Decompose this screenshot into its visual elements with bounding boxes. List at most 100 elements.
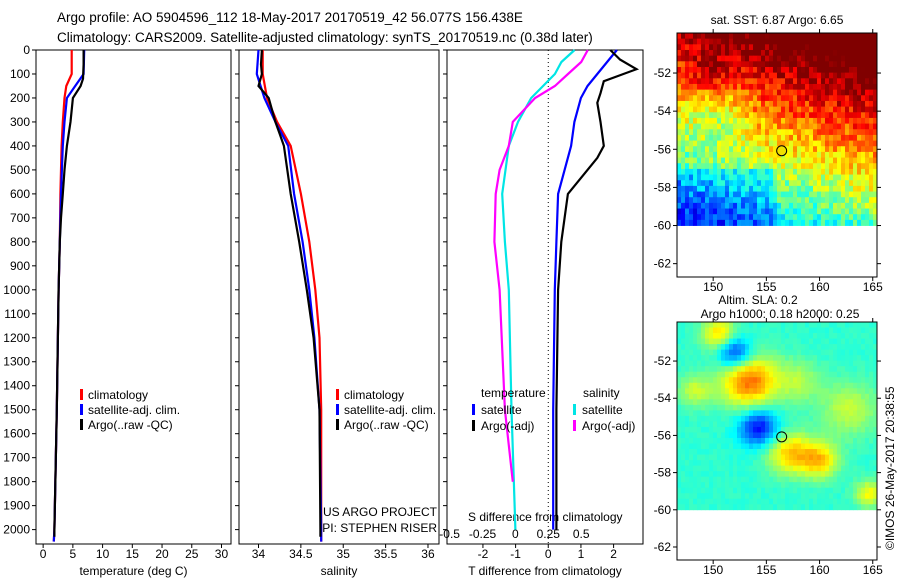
- map-cell: [829, 208, 834, 215]
- map-cell: [693, 72, 698, 79]
- map-cell: [749, 388, 754, 395]
- map-cell: [785, 415, 790, 422]
- map-cell: [721, 487, 726, 494]
- map-cell: [841, 123, 846, 130]
- map-cell: [741, 426, 746, 433]
- map-cell: [777, 421, 782, 428]
- s-tick-label: 0: [512, 527, 519, 541]
- map-cell: [821, 493, 826, 500]
- map-cell: [705, 83, 710, 91]
- map-cell: [705, 208, 710, 215]
- x-tick-label: 35.5: [374, 547, 398, 561]
- map-cell: [813, 100, 818, 108]
- map-cell: [713, 208, 718, 215]
- map-cell: [829, 106, 834, 113]
- map-cell: [861, 393, 866, 400]
- map-cell: [701, 123, 706, 130]
- map-cell: [749, 140, 754, 147]
- map-cell: [853, 449, 858, 455]
- map-cell: [701, 404, 706, 411]
- map-cell: [713, 83, 718, 91]
- map-cell: [713, 89, 718, 96]
- map-cell: [697, 338, 702, 345]
- map-cell: [833, 327, 838, 334]
- map-cell: [705, 366, 710, 373]
- map-cell: [793, 78, 798, 85]
- map-cell: [837, 208, 842, 215]
- map-cell: [781, 443, 786, 450]
- map-cell: [781, 432, 786, 439]
- map-cell: [869, 219, 874, 226]
- map-cell: [681, 482, 686, 489]
- map-cell: [849, 426, 854, 433]
- map-cell: [817, 185, 822, 192]
- map-cell: [709, 437, 714, 444]
- map-cell: [825, 410, 830, 417]
- map-cell: [845, 140, 850, 147]
- map-cell: [741, 382, 746, 389]
- map-cell: [777, 117, 782, 124]
- map-cell: [797, 197, 802, 204]
- map-cell: [689, 360, 694, 367]
- map-cell: [705, 219, 710, 226]
- map-cell: [753, 61, 758, 68]
- map-cell: [717, 382, 722, 389]
- map-cell: [701, 449, 706, 455]
- map-cell: [801, 393, 806, 400]
- map-cell: [777, 106, 782, 113]
- map-cell: [765, 449, 770, 455]
- legend-label: satellite-adj. clim.: [88, 403, 180, 417]
- map-cell: [829, 219, 834, 226]
- map-cell: [789, 168, 794, 175]
- map-cell: [721, 134, 726, 141]
- y-tick-label: 1300: [3, 355, 30, 369]
- map-cell: [697, 66, 702, 74]
- map-cell: [813, 487, 818, 494]
- map-cell: [745, 437, 750, 444]
- map-cell: [709, 163, 714, 170]
- map-cell: [689, 191, 694, 198]
- map-cell: [833, 382, 838, 389]
- map-cell: [729, 146, 734, 153]
- map-cell: [801, 123, 806, 130]
- map-cell: [789, 61, 794, 68]
- map-cell: [793, 399, 798, 406]
- map-cell: [725, 410, 730, 417]
- map-cell: [825, 100, 830, 108]
- map-cell: [865, 146, 870, 153]
- map-cell: [853, 377, 858, 384]
- map-cell: [685, 202, 690, 209]
- argo-position-marker: [776, 145, 788, 157]
- map-cell: [697, 61, 702, 68]
- map-cell: [781, 322, 786, 328]
- map-cell: [853, 476, 858, 483]
- map-cell: [689, 465, 694, 472]
- map-cell: [677, 415, 682, 422]
- map-cell: [853, 214, 858, 221]
- map-cell: [825, 355, 830, 362]
- x-axis-label: T difference from climatology: [468, 564, 622, 578]
- map-cell: [809, 146, 814, 153]
- map-cell: [741, 388, 746, 395]
- series-s-argo-adj-: [493, 49, 589, 482]
- map-cell: [853, 493, 858, 500]
- map-cell: [777, 487, 782, 494]
- map-cell: [685, 377, 690, 384]
- map-cell: [773, 355, 778, 362]
- map-cell: [769, 366, 774, 373]
- map-cell: [781, 117, 786, 124]
- map-cell: [717, 89, 722, 96]
- map-cell: [741, 157, 746, 164]
- map-cell: [809, 100, 814, 108]
- map-cell: [693, 399, 698, 406]
- map-cell: [729, 78, 734, 85]
- map-cell: [769, 471, 774, 478]
- map-cell: [749, 129, 754, 136]
- map-cell: [857, 134, 862, 141]
- map-cell: [717, 140, 722, 147]
- map-cell: [869, 83, 874, 91]
- map-cell: [785, 117, 790, 124]
- map-cell: [757, 404, 762, 411]
- map-cell: [701, 95, 706, 102]
- map-cell: [865, 498, 870, 505]
